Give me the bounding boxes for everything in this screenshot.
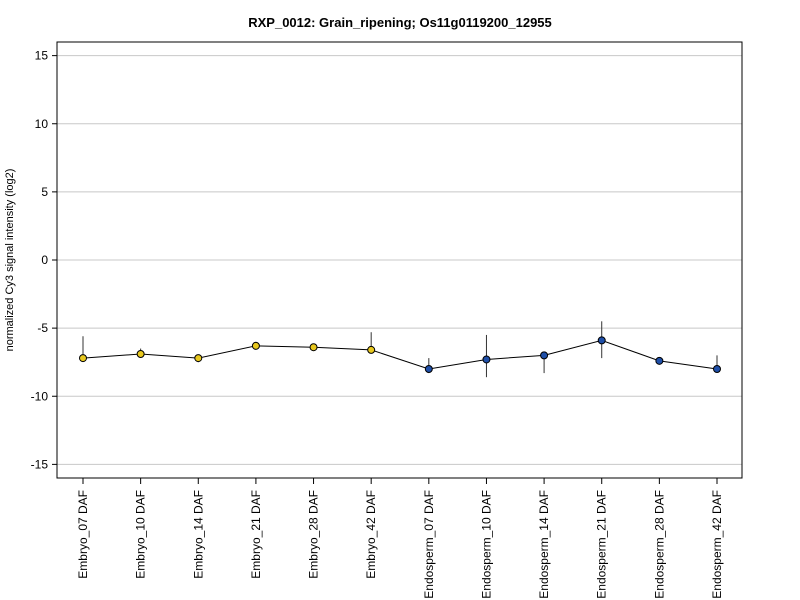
data-point	[540, 351, 549, 360]
y-tick-label: 15	[35, 49, 49, 63]
y-tick-label: -5	[37, 321, 48, 335]
y-tick-label: -15	[31, 457, 49, 471]
y-tick-label: -10	[31, 389, 49, 403]
x-tick-label: Endosperm_14 DAF	[537, 490, 551, 599]
data-point	[251, 341, 260, 350]
data-point	[713, 365, 721, 373]
data-point	[309, 343, 318, 352]
chart-title: RXP_0012: Grain_ripening; Os11g0119200_1…	[248, 15, 552, 30]
x-tick-label: Endosperm_07 DAF	[422, 490, 436, 599]
x-tick-label: Embryo_14 DAF	[191, 490, 205, 579]
x-tick-label: Embryo_42 DAF	[364, 490, 378, 579]
data-point	[424, 365, 433, 373]
series-line	[82, 339, 718, 370]
y-axis-label: normalized Cy3 signal intensity (log2)	[4, 169, 16, 352]
x-tick-label: Endosperm_42 DAF	[710, 490, 724, 599]
x-tick-label: Embryo_10 DAF	[134, 490, 148, 579]
y-tick-label: 10	[35, 117, 49, 131]
data-point	[136, 350, 145, 359]
x-tick-label: Embryo_28 DAF	[307, 490, 321, 579]
series	[79, 336, 721, 373]
data-point	[597, 336, 606, 345]
grid	[57, 55, 742, 465]
x-tick-label: Endosperm_21 DAF	[595, 490, 609, 599]
data-point	[655, 356, 664, 365]
x-tick-label: Endosperm_28 DAF	[652, 490, 666, 599]
x-tick-label: Embryo_07 DAF	[76, 490, 90, 579]
x-tick-label: Endosperm_10 DAF	[479, 490, 493, 599]
y-tick-label: 5	[41, 185, 48, 199]
x-tick-label: Embryo_21 DAF	[249, 490, 263, 579]
data-point	[79, 354, 87, 363]
error-bars	[82, 321, 718, 378]
x-axis: Embryo_07 DAF Embryo_10 DAF Embryo_14 DAF E…	[76, 478, 724, 599]
data-point	[367, 345, 376, 354]
y-tick-label: 0	[41, 253, 48, 267]
y-axis: 15 10 5 0 -5 -10 -15	[31, 49, 57, 471]
data-point	[482, 355, 491, 364]
data-point	[194, 354, 203, 363]
